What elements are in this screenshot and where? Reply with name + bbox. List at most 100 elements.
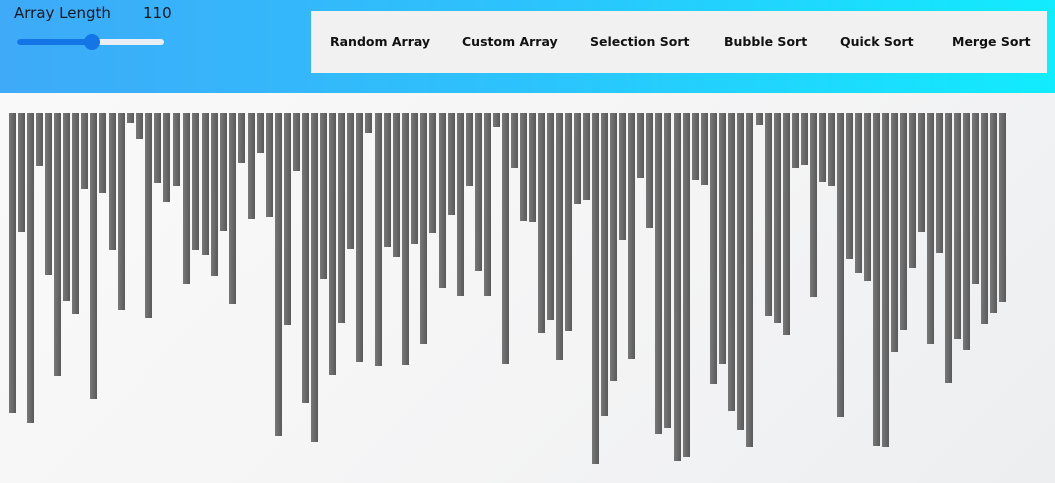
array-bar xyxy=(411,113,418,244)
array-bar xyxy=(655,113,662,434)
array-bar xyxy=(365,113,372,133)
array-bar xyxy=(220,113,227,231)
array-bar xyxy=(275,113,282,436)
array-length-value: 110 xyxy=(143,4,172,22)
header-bar: Array Length 110 Random Array Custom Arr… xyxy=(0,0,1055,93)
array-bar xyxy=(293,113,300,171)
array-bar xyxy=(493,113,500,127)
sort-toolbar: Random Array Custom Array Selection Sort… xyxy=(311,11,1047,73)
array-bar xyxy=(900,113,907,330)
slider-fill xyxy=(17,39,92,45)
array-bar xyxy=(710,113,717,384)
array-bar xyxy=(963,113,970,350)
array-bar xyxy=(439,113,446,288)
array-bar xyxy=(882,113,889,447)
array-bar xyxy=(375,113,382,366)
slider-thumb[interactable] xyxy=(83,34,100,50)
array-bar xyxy=(145,113,152,318)
array-bars-container xyxy=(0,113,1055,483)
array-bar xyxy=(202,113,209,255)
array-bar xyxy=(136,113,143,139)
array-bar xyxy=(109,113,116,250)
array-bar xyxy=(163,113,170,202)
array-bar xyxy=(154,113,161,183)
array-bar xyxy=(229,113,236,304)
array-bar xyxy=(257,113,264,153)
array-bar xyxy=(683,113,690,457)
array-bar xyxy=(466,113,473,186)
array-bar xyxy=(81,113,88,189)
quick-sort-button[interactable]: Quick Sort xyxy=(840,34,914,49)
custom-array-button[interactable]: Custom Array xyxy=(462,34,558,49)
array-bar xyxy=(774,113,781,323)
array-bar xyxy=(511,113,518,168)
array-bar xyxy=(601,113,608,416)
bubble-sort-button[interactable]: Bubble Sort xyxy=(724,34,808,49)
array-bar xyxy=(127,113,134,123)
array-bar xyxy=(692,113,699,180)
array-bar xyxy=(72,113,79,314)
array-bar xyxy=(981,113,988,324)
array-bar xyxy=(819,113,826,182)
array-bar xyxy=(990,113,997,313)
array-bar xyxy=(45,113,52,275)
selection-sort-button[interactable]: Selection Sort xyxy=(590,34,690,49)
array-bar xyxy=(384,113,391,247)
array-bar xyxy=(284,113,291,325)
array-bar xyxy=(356,113,363,362)
array-bar xyxy=(266,113,273,217)
array-bar xyxy=(99,113,106,193)
array-bar xyxy=(846,113,853,259)
array-bar xyxy=(63,113,70,301)
array-bar xyxy=(583,113,590,200)
array-bar xyxy=(118,113,125,310)
array-length-label: Array Length xyxy=(14,4,111,22)
array-bar xyxy=(646,113,653,228)
array-bar xyxy=(9,113,16,413)
random-array-button[interactable]: Random Array xyxy=(330,34,431,49)
array-bar xyxy=(592,113,599,464)
array-bar xyxy=(538,113,545,333)
array-bar xyxy=(320,113,327,279)
merge-sort-button[interactable]: Merge Sort xyxy=(952,34,1031,49)
array-bar xyxy=(90,113,97,399)
array-bar xyxy=(746,113,753,447)
array-bar xyxy=(855,113,862,273)
array-bar xyxy=(637,113,644,178)
array-bar xyxy=(547,113,554,320)
array-bar xyxy=(556,113,563,360)
array-bar xyxy=(311,113,318,442)
array-bar xyxy=(18,113,25,232)
array-bar xyxy=(475,113,482,271)
array-bar xyxy=(338,113,345,323)
array-bar xyxy=(927,113,934,344)
array-length-slider[interactable] xyxy=(17,34,164,50)
array-bar xyxy=(402,113,409,365)
array-bar xyxy=(192,113,199,250)
array-bar xyxy=(393,113,400,257)
array-bar xyxy=(238,113,245,163)
array-bar xyxy=(429,113,436,233)
array-bar xyxy=(565,113,572,331)
array-bar xyxy=(27,113,34,423)
array-bar xyxy=(728,113,735,411)
array-bar xyxy=(347,113,354,249)
array-bar xyxy=(183,113,190,284)
array-bar xyxy=(329,113,336,375)
array-bar xyxy=(792,113,799,168)
array-bar xyxy=(810,113,817,297)
array-bar xyxy=(36,113,43,166)
array-bar xyxy=(783,113,790,335)
array-bar xyxy=(211,113,218,276)
array-bar xyxy=(448,113,455,215)
array-bar xyxy=(628,113,635,359)
array-bar xyxy=(420,113,427,344)
array-bar xyxy=(954,113,961,339)
array-bar xyxy=(972,113,979,284)
array-bar xyxy=(999,113,1006,302)
array-bar xyxy=(837,113,844,417)
array-bar xyxy=(574,113,581,204)
array-bar xyxy=(918,113,925,232)
array-bar xyxy=(873,113,880,446)
array-bar xyxy=(828,113,835,186)
